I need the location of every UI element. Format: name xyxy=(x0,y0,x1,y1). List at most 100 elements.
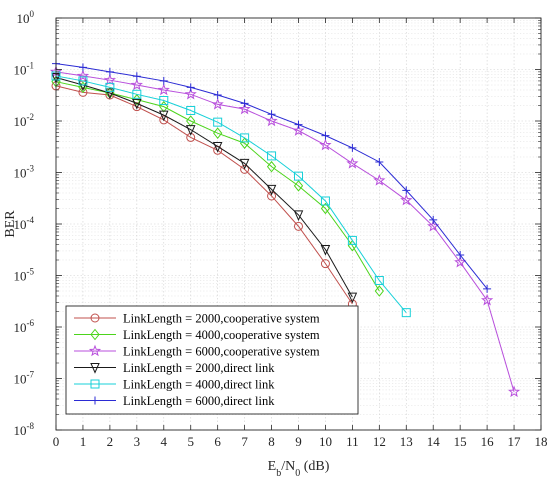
data-point xyxy=(400,193,413,206)
y-tick-label: 10-4 xyxy=(14,215,35,232)
legend-marker xyxy=(90,363,100,374)
data-point xyxy=(319,138,332,151)
legend: LinkLength = 2000,cooperative system Link… xyxy=(65,305,359,415)
legend-box xyxy=(65,305,359,415)
x-axis-title-main: E xyxy=(268,459,277,474)
data-point xyxy=(267,151,277,161)
data-point xyxy=(320,202,331,215)
x-axis-title-sub2: 0 xyxy=(295,468,300,479)
data-point xyxy=(375,157,384,166)
data-point xyxy=(186,105,196,115)
series-1 xyxy=(51,81,357,309)
data-point xyxy=(159,110,169,122)
data-point xyxy=(213,127,223,139)
data-point xyxy=(454,255,467,268)
legend-label: LinkLength = 6000,direct link xyxy=(123,394,275,408)
x-tick-label: 15 xyxy=(454,434,467,449)
data-point xyxy=(184,87,197,100)
x-axis-title-mid: /N xyxy=(281,459,295,474)
x-tick-label: 2 xyxy=(107,434,114,449)
legend-entry: LinkLength = 2000,cooperative system xyxy=(74,312,320,326)
data-point xyxy=(507,385,521,398)
y-axis-title: BER xyxy=(3,210,18,238)
legend-entry: LinkLength = 6000,direct link xyxy=(74,394,275,408)
data-point xyxy=(240,164,250,174)
data-point xyxy=(481,293,494,306)
data-point xyxy=(132,72,141,81)
legend-marker xyxy=(90,313,100,323)
data-point xyxy=(321,131,330,140)
data-point xyxy=(347,235,357,245)
data-point xyxy=(213,90,222,99)
x-tick-label: 3 xyxy=(134,434,141,449)
legend-label: LinkLength = 4000,direct link xyxy=(123,378,275,392)
legend-marker xyxy=(90,328,100,341)
x-axis-title-tail: (dB) xyxy=(300,459,330,474)
data-point xyxy=(456,251,465,260)
x-axis-title: Eb/N0 (dB) xyxy=(268,459,330,479)
data-point xyxy=(132,102,142,112)
data-point xyxy=(239,158,250,170)
legend-label: LinkLength = 6000,cooperative system xyxy=(123,345,320,359)
data-point xyxy=(78,87,88,97)
x-tick-label: 6 xyxy=(214,434,221,449)
y-tick-label: 10-6 xyxy=(14,318,35,335)
x-tick-label: 1 xyxy=(80,434,87,449)
x-tick-label: 11 xyxy=(346,434,359,449)
legend-marker xyxy=(91,396,99,405)
data-point xyxy=(185,125,196,136)
y-tick-labels: 10-8 10-7 10-6 10-5 10-4 10-3 10-2 10-1 100 xyxy=(14,9,35,438)
data-point xyxy=(238,102,251,115)
data-point xyxy=(132,89,142,99)
legend-label: LinkLength = 2000,cooperative system xyxy=(123,312,320,326)
x-tick-label: 12 xyxy=(373,434,386,449)
data-point xyxy=(105,88,115,100)
x-tick-label: 18 xyxy=(535,434,548,449)
data-point xyxy=(373,174,386,186)
data-point xyxy=(267,110,276,119)
data-point xyxy=(292,124,305,136)
data-point xyxy=(293,210,304,222)
data-point xyxy=(402,186,411,195)
data-point xyxy=(429,215,438,224)
data-point xyxy=(294,171,303,181)
y-tick-label: 10-2 xyxy=(14,112,35,129)
legend-entry: LinkLength = 4000,cooperative system xyxy=(74,328,320,342)
x-tick-label: 9 xyxy=(295,434,302,449)
data-point xyxy=(374,275,384,285)
data-point xyxy=(157,83,170,96)
data-point xyxy=(320,244,331,256)
legend-marker xyxy=(88,344,102,357)
x-tick-label: 14 xyxy=(427,434,441,449)
axis-ticks xyxy=(55,17,542,431)
y-tick-label: 10-5 xyxy=(14,267,35,284)
data-point xyxy=(293,180,304,192)
series-line xyxy=(55,85,353,305)
data-point xyxy=(266,160,277,173)
y-tick-label: 10-3 xyxy=(14,164,35,181)
y-tick-label: 100 xyxy=(17,9,35,26)
x-tick-label: 4 xyxy=(161,434,168,449)
data-point xyxy=(374,285,384,297)
data-point xyxy=(132,98,142,110)
data-point xyxy=(347,292,358,304)
data-point xyxy=(103,73,116,86)
data-point xyxy=(159,115,169,125)
data-point xyxy=(105,82,115,92)
data-point xyxy=(240,99,249,108)
legend-entry: LinkLength = 2000,direct link xyxy=(74,361,275,375)
data-point xyxy=(213,117,223,127)
series-3 xyxy=(49,65,521,398)
legend-label: LinkLength = 4000,cooperative system xyxy=(123,328,320,342)
data-point xyxy=(211,97,224,110)
legend-label: LinkLength = 2000,direct link xyxy=(123,361,275,375)
data-point xyxy=(76,69,90,82)
x-tick-label: 8 xyxy=(268,434,275,449)
data-point xyxy=(105,67,114,76)
data-point xyxy=(346,157,359,169)
legend-entry: LinkLength = 6000,cooperative system xyxy=(74,345,320,359)
y-tick-label: 10-7 xyxy=(14,370,35,387)
series-5 xyxy=(51,71,411,318)
data-point xyxy=(240,133,250,143)
